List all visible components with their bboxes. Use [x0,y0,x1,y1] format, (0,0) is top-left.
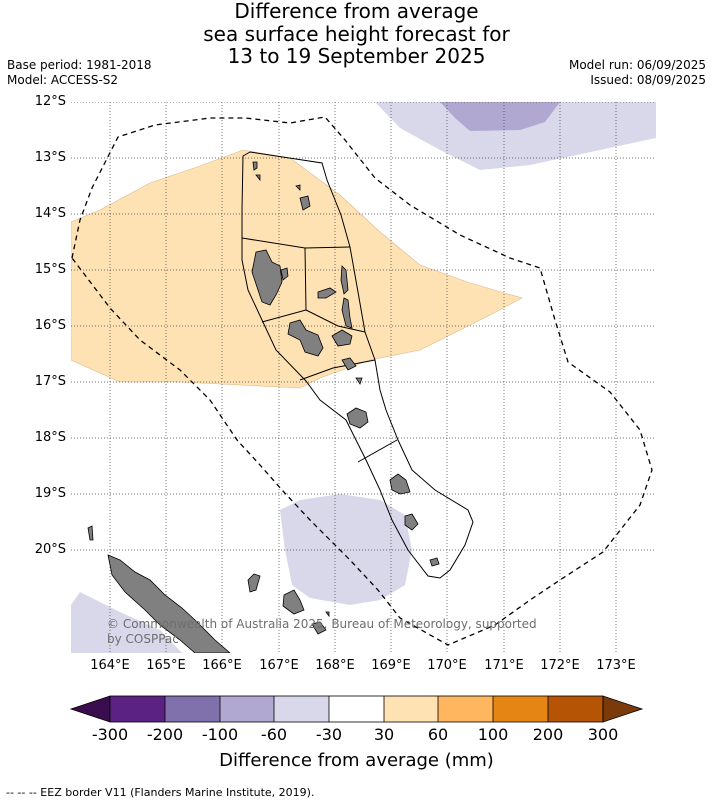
lat-label-15S: 15°S [34,262,66,277]
lat-label-13S: 13°S [34,150,66,165]
island-malekula [287,319,324,357]
colorbar-extend-low [69,695,111,723]
province-boundary-5 [357,439,398,463]
island-mare [311,621,327,635]
province-boundary-4 [299,359,376,381]
colorbar-segment-4 [274,696,329,722]
island-maewo [340,265,349,295]
island-lifou [282,589,305,615]
colorbar-label-neg200: -200 [146,725,184,744]
colorbar-label-30: 30 [373,725,395,744]
chart-title: Difference from average sea surface heig… [0,0,713,68]
island-aneityum [429,557,440,567]
eez-legend-footnote: -- -- -- EEZ border V11 (Flanders Marine… [6,786,315,799]
colorbar-frame [109,695,604,723]
island-erromango [389,473,411,495]
lon-label-166E: 166°E [202,658,242,673]
island-paama-epi [341,357,357,371]
colorbar-dividers [164,696,549,722]
issued-text: Issued: 08/09/2025 [590,73,706,87]
lon-label-168E: 168°E [315,658,355,673]
island-vanua-lava [295,184,301,191]
lon-label-167E: 167°E [259,658,299,673]
lon-label-165E: 165°E [146,658,186,673]
island-ouvea [247,573,261,593]
island-efate [346,407,369,429]
title-line-1: Difference from average [234,0,479,23]
colorbar-title: Difference from average (mm) [219,750,494,771]
lat-label-18S: 18°S [34,430,66,445]
island-shepherd [355,377,363,385]
island-torres-1 [252,161,258,171]
colorbar-segment-2 [165,696,220,722]
colorbar-label-100: 100 [477,725,509,744]
lat-label-12S: 12°S [34,94,66,109]
colorbar-label-300: 300 [587,725,619,744]
lat-label-17S: 17°S [34,374,66,389]
model-text: Model: ACCESS-S2 [7,73,119,87]
lat-label-16S: 16°S [34,318,66,333]
island-pentecost [341,297,353,329]
colorbar-segment-8 [493,696,548,722]
colorbar-extend-high [602,695,644,723]
anomaly-region-negative-30-60-south [280,494,412,605]
lon-label-170E: 170°E [427,658,467,673]
lat-label-20S: 20°S [34,542,66,557]
lon-label-164E: 164°E [90,658,130,673]
copyright-notice: © Commonwealth of Australia 2025, Bureau… [107,617,537,646]
lon-label-169E: 169°E [371,658,411,673]
colorbar-segment-6 [384,696,438,722]
anomaly-region-negative-60-100-north [440,102,560,131]
island-ambrym [331,329,353,347]
island-espiritu-santo [251,249,283,306]
colorbar-segment-1 [110,696,165,722]
colorbar-label-neg60: -60 [260,725,288,744]
land-areas [87,161,440,653]
model-run-text: Model run: 06/09/2025 [568,58,706,72]
lon-label-172E: 172°E [540,658,580,673]
province-boundary-outline [241,151,474,579]
province-boundary-3 [305,309,366,333]
title-line-2: sea surface height forecast for [203,21,510,46]
title-line-3: 13 to 19 September 2025 [227,44,486,68]
anomaly-region-positive-30-60 [71,149,523,389]
island-gaua [299,195,311,211]
colorbar-segment-3 [220,696,274,722]
lon-label-173E: 173°E [596,658,636,673]
map-plot-area [71,102,656,653]
colorbar-segment-5 [329,696,384,722]
island-ambae [317,287,337,299]
island-malo [280,267,289,281]
island-new-caledonia [107,554,231,653]
base-period-text: Base period: 1981-2018 [7,58,152,72]
meta-right: Model run: 06/09/2025 Issued: 08/09/2025 [569,58,706,88]
colorbar-label-neg300: -300 [91,725,129,744]
lat-label-14S: 14°S [34,206,66,221]
colorbar-segment-7 [438,696,493,722]
island-tanna [404,513,419,531]
colorbar-label-200: 200 [532,725,564,744]
colorbar [69,695,644,723]
island-torres-2 [255,174,261,182]
colorbar-label-60: 60 [427,725,449,744]
island-belep [87,525,94,541]
colorbar-label-neg100: -100 [201,725,239,744]
colorbar-label-neg30: -30 [315,725,343,744]
anomaly-region-negative-30-60-north [375,102,656,170]
colorbar-segment-9 [548,696,603,722]
meta-left: Base period: 1981-2018 Model: ACCESS-S2 [7,58,152,88]
lon-label-171E: 171°E [484,658,524,673]
lat-label-19S: 19°S [34,486,66,501]
island-loyalty-small [325,611,330,618]
anomaly-region-negative-30-60-southwest [71,592,182,653]
